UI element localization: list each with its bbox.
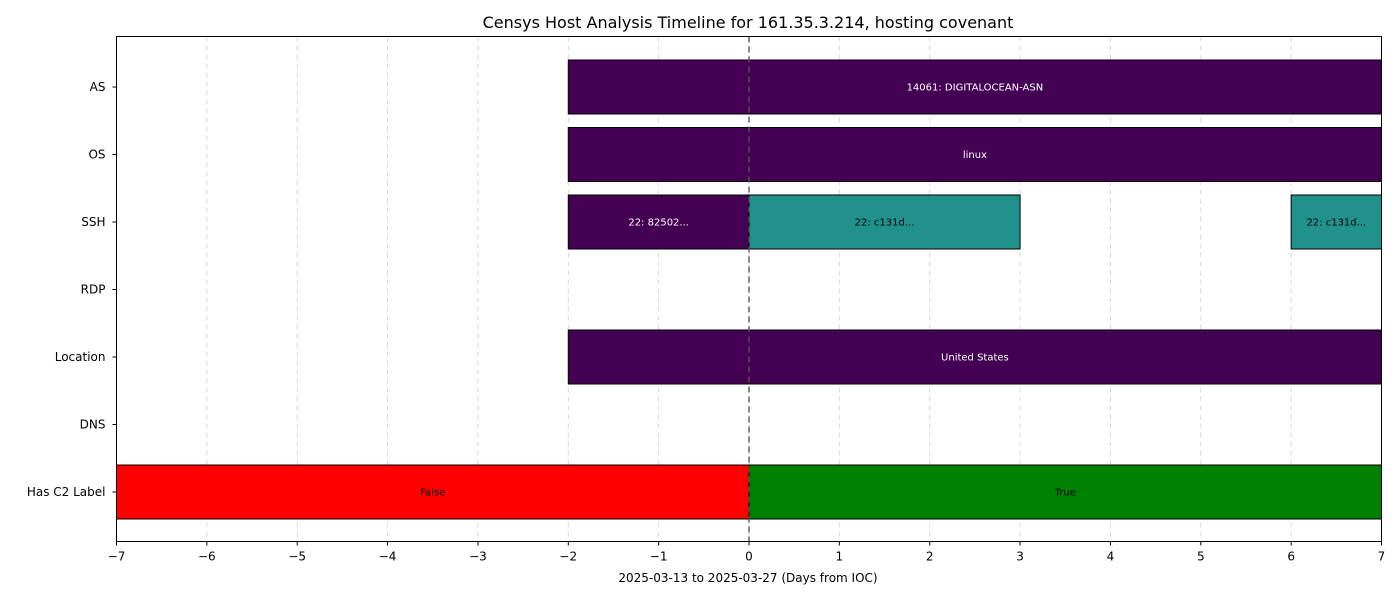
y-tick-label: Has C2 Label <box>27 485 106 499</box>
x-axis-ticks: −7 −6 −5 −4 −3 −2 −1 0 1 2 3 4 5 6 7 <box>108 541 1386 564</box>
bar-label: 14061: DIGITALOCEAN-ASN <box>907 83 1044 94</box>
x-tick-label: 3 <box>1016 550 1024 564</box>
x-tick-label: 7 <box>1378 550 1386 564</box>
timeline-bar <box>567 329 1382 385</box>
bar-label: 22: 82502... <box>628 218 689 229</box>
y-tick-label: DNS <box>80 418 106 432</box>
y-tick-label: SSH <box>81 215 105 229</box>
timeline-bar <box>1290 194 1382 250</box>
x-tick-label: 4 <box>1107 550 1115 564</box>
x-tick-label: 5 <box>1197 550 1205 564</box>
x-tick-label: −6 <box>198 550 216 564</box>
bars: 14061: DIGITALOCEAN-ASN linux 22: 82502...… <box>116 59 1382 520</box>
y-tick-label: OS <box>88 148 105 162</box>
x-tick-label: −1 <box>650 550 668 564</box>
timeline-bar <box>567 127 1382 182</box>
bar-label: United States <box>941 353 1009 364</box>
x-tick-label: −2 <box>559 550 577 564</box>
timeline-bar <box>567 194 750 250</box>
x-tick-label: 6 <box>1287 550 1295 564</box>
x-tick-label: −3 <box>469 550 487 564</box>
x-tick-label: −4 <box>379 550 397 564</box>
bar-label: True <box>1054 488 1076 499</box>
bar-label: linux <box>963 150 987 161</box>
x-tick-label: −7 <box>108 550 126 564</box>
y-tick-label: Location <box>55 350 106 364</box>
x-tick-label: 1 <box>836 550 844 564</box>
x-tick-label: −5 <box>288 550 306 564</box>
bar-label: 22: c131d... <box>855 218 915 229</box>
bar-label: 22: c131d... <box>1306 218 1366 229</box>
chart-title: Censys Host Analysis Timeline for 161.35… <box>483 13 1014 32</box>
timeline-bar <box>116 464 750 520</box>
timeline-bar <box>567 59 1382 115</box>
y-tick-label: RDP <box>81 283 106 297</box>
x-tick-label: 0 <box>745 550 753 564</box>
x-axis-label: 2025-03-13 to 2025-03-27 (Days from IOC) <box>618 571 877 585</box>
y-tick-label: AS <box>90 80 106 94</box>
timeline-bar <box>748 194 1021 250</box>
y-axis-ticks: AS OS SSH RDP Location DNS Has C2 Label <box>27 80 117 499</box>
bar-label: False <box>420 488 445 499</box>
x-tick-label: 2 <box>926 550 934 564</box>
